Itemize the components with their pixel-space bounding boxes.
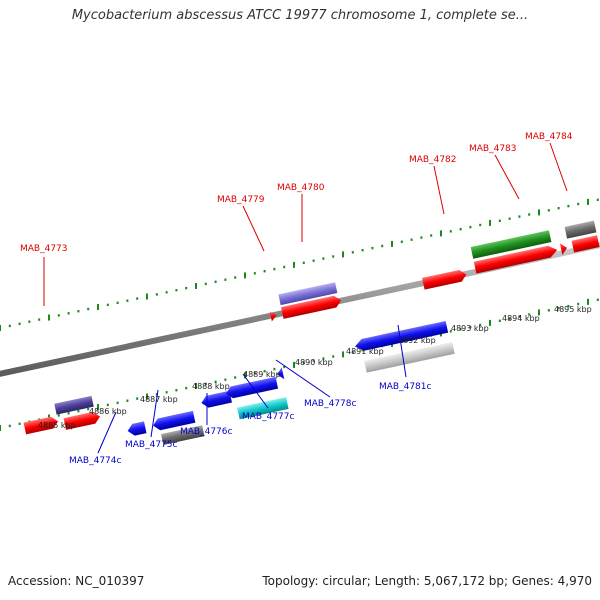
- gene-label: MAB_4781c: [379, 382, 432, 392]
- gene-arrow-red[interactable]: [473, 244, 559, 274]
- map-title: Mycobacterium abscessus ATCC 19977 chrom…: [71, 8, 529, 23]
- kbp-label: 4890 kbp: [295, 358, 333, 367]
- gene-MAB_4777c[interactable]: [225, 376, 279, 400]
- gene-MAB_4783[interactable]: [470, 230, 552, 259]
- label-leaders: [43, 142, 568, 454]
- gene-light-grey-block[interactable]: [364, 342, 455, 373]
- gene-arrow-red[interactable]: [23, 416, 60, 435]
- gene-arrow-red[interactable]: [63, 411, 102, 430]
- kbp-label: 4895 kbp: [554, 305, 592, 314]
- kbp-label: 4893 kbp: [451, 324, 489, 333]
- gene-small-blue[interactable]: [276, 367, 285, 380]
- gene-MAB_4775c[interactable]: [152, 410, 196, 432]
- gene-MAB_4774c[interactable]: [126, 421, 147, 437]
- gene-label: MAB_4784: [525, 132, 573, 142]
- kbp-label: 4892 kbp: [398, 336, 436, 345]
- kbp-label: 4894 kbp: [502, 314, 540, 323]
- gene-arrow-red[interactable]: [571, 235, 600, 253]
- gene-MAB_4782[interactable]: [422, 269, 468, 290]
- gene-grey-block[interactable]: [161, 425, 205, 445]
- gene-label: MAB_4774c: [69, 456, 122, 466]
- gene-MAB_4776c[interactable]: [200, 390, 232, 409]
- kbp-label: 4885 kbp: [38, 421, 76, 430]
- gene-MAB_4781c[interactable]: [354, 320, 449, 352]
- gene-label: MAB_4777c: [242, 412, 295, 422]
- genome-summary-text: Topology: circular; Length: 5,067,172 bp…: [262, 574, 592, 588]
- kbp-label: 4887 kbp: [140, 395, 178, 404]
- kbp-scale-labels: 4885 kbp 4886 kbp 4887 kbp 4888 kbp 4889…: [38, 305, 592, 430]
- kbp-label: 4889 kbp: [243, 370, 281, 379]
- gene-arrow-red[interactable]: [559, 242, 568, 255]
- gene-label: MAB_4782: [409, 155, 457, 165]
- reverse-gene-labels: MAB_4774c MAB_4775c MAB_4776c MAB_4777c …: [69, 382, 432, 466]
- forward-strand-genes[interactable]: [7, 220, 600, 439]
- gene-label: MAB_4779: [217, 195, 265, 205]
- accession-text: Accession: NC_010397: [8, 574, 145, 588]
- gene-label: MAB_4775c: [125, 440, 178, 450]
- gene-arrow-red[interactable]: [281, 295, 342, 319]
- gene-label: MAB_4778c: [304, 399, 357, 409]
- gene-MAB_4784[interactable]: [564, 220, 597, 239]
- gene-arrow-red[interactable]: [269, 310, 278, 322]
- gene-label: MAB_4783: [469, 144, 517, 154]
- gene-MAB_4779-MAB_4780[interactable]: [278, 282, 338, 306]
- gene-label: MAB_4780: [277, 183, 325, 193]
- gene-label: MAB_4776c: [180, 427, 233, 437]
- gene-MAB_4778c[interactable]: [237, 397, 289, 420]
- kbp-label: 4888 kbp: [192, 382, 230, 391]
- kbp-label: 4886 kbp: [89, 407, 127, 416]
- gene-label: MAB_4773: [20, 244, 68, 254]
- reverse-strand-genes[interactable]: [119, 320, 461, 452]
- gene-MAB_4773[interactable]: [54, 395, 94, 415]
- forward-gene-labels: MAB_4773 MAB_4779 MAB_4780 MAB_4782 MAB_…: [20, 132, 573, 254]
- kbp-label: 4891 kbp: [346, 347, 384, 356]
